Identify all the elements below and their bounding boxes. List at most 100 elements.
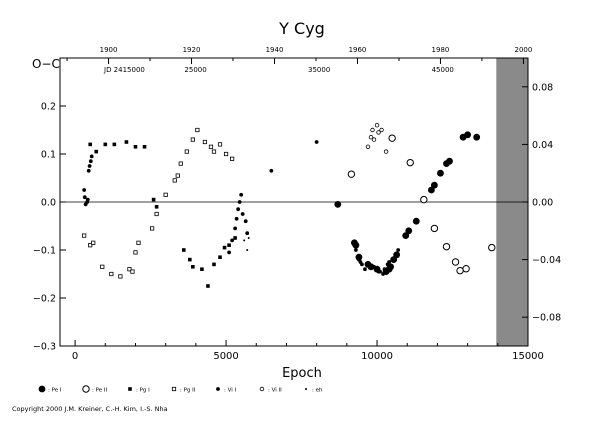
year-tick-label: 2000 [515, 46, 533, 54]
point-pg-ii [230, 156, 235, 161]
data-point-layer [82, 122, 496, 288]
point-pg-ii [88, 243, 93, 248]
point-pg-i [212, 262, 216, 267]
point-pg-ii [208, 144, 214, 149]
point-pg-ii [195, 127, 200, 133]
y-tick-label: 0.0 [41, 198, 56, 209]
tick-label-layer: 0 5000 10000 15000 −0.3 −0.2 −0.1 0.0 0.1 0.2 −0.0… [33, 46, 561, 362]
point-eh [246, 249, 249, 251]
legend-marker [82, 385, 90, 393]
point-vi-i [353, 248, 358, 252]
point-vi-ii [374, 122, 380, 128]
y-tick-label: −0.3 [33, 342, 56, 353]
legend-label: : Pg II [180, 388, 196, 394]
point-pg-ii [217, 142, 223, 147]
point-vi-i [381, 272, 385, 276]
point-pe-ii [406, 158, 414, 167]
point-pg-ii [154, 211, 159, 217]
point-pg-ii [163, 192, 168, 197]
point-pg-ii [82, 233, 87, 238]
point-vi-i [88, 159, 93, 164]
legend: : Pe I: Pe II: Pg I: Pg II: Vi I: Vi II:… [38, 385, 323, 394]
point-pg-i [206, 284, 210, 288]
year-tick-label: 1960 [349, 46, 367, 54]
legend-label: : Vi II [268, 388, 282, 394]
point-vi-ii [376, 130, 381, 135]
point-vi-i [387, 260, 392, 264]
point-pg-i [227, 243, 231, 247]
point-vi-i [240, 212, 245, 216]
point-eh [243, 239, 246, 242]
point-vi-i [87, 164, 92, 168]
point-pg-ii [202, 139, 208, 145]
point-pe-ii [462, 265, 470, 273]
point-pe-ii [442, 242, 451, 251]
point-vi-i [269, 168, 274, 173]
legend-marker [128, 387, 132, 391]
jd-tick-label: 35000 [308, 66, 330, 74]
jd-prefix-label: JD 2415000 [103, 66, 145, 74]
point-vi-ii [365, 144, 371, 149]
point-pe-ii [456, 266, 464, 275]
year-tick-label: 1980 [432, 46, 450, 54]
point-vi-i [86, 168, 91, 173]
point-vi-ii [370, 127, 375, 133]
legend-marker [259, 386, 265, 392]
point-pe-i [334, 201, 342, 208]
point-pg-i [154, 205, 159, 209]
legend-marker [216, 387, 220, 391]
point-pg-ii [91, 240, 96, 245]
point-pg-ii [178, 161, 183, 166]
point-pe-ii [388, 134, 396, 142]
point-vi-i [237, 200, 242, 204]
year-tick-label: 1920 [183, 46, 201, 54]
point-pg-i [200, 267, 204, 271]
point-vi-i [85, 197, 90, 202]
x-axis-label: Epoch [282, 366, 322, 381]
point-vi-i [236, 207, 241, 212]
point-pg-ii [136, 240, 141, 245]
point-vi-i [363, 267, 367, 272]
point-vi-ii [383, 149, 389, 154]
point-pg-ii [223, 151, 229, 157]
legend-label: : Pe I [48, 388, 62, 394]
plot-frame [59, 57, 529, 347]
point-vi-ii [379, 127, 384, 133]
point-pg-i [94, 149, 99, 154]
point-vi-i [89, 154, 94, 159]
y-tick-label: −0.2 [33, 294, 56, 305]
point-vi-ii [371, 137, 377, 142]
point-pg-i [142, 145, 147, 149]
chart-title: Y Cyg [278, 19, 325, 38]
year-tick-label: 1940 [266, 46, 284, 54]
jd-tick-label: 25000 [184, 66, 206, 74]
point-pg-ii [118, 274, 123, 279]
x-tick-label: 15000 [512, 351, 544, 362]
point-vi-ii [368, 134, 374, 140]
point-eh [247, 237, 250, 239]
point-pg-i [181, 248, 186, 252]
point-pg-i [112, 142, 117, 147]
legend-label: : Pg I [136, 388, 150, 394]
point-pg-i [88, 142, 92, 147]
point-pg-ii [175, 173, 180, 178]
point-pg-i [222, 245, 227, 250]
y2-tick-label: 0.04 [532, 140, 553, 151]
y-tick-label: 0.1 [41, 150, 56, 161]
point-pg-i [103, 142, 108, 147]
point-pe-i [405, 227, 413, 235]
point-pg-ii [190, 137, 195, 142]
y-axis-label: O−C [32, 57, 60, 71]
point-pe-ii [347, 170, 356, 178]
point-pe-ii [430, 224, 439, 233]
point-vi-i [227, 250, 231, 255]
point-pe-i [473, 133, 481, 141]
point-vi-i [245, 231, 250, 236]
point-vi-i [82, 188, 87, 192]
y2-tick-label: 0.08 [532, 82, 553, 93]
point-vi-i [230, 238, 235, 243]
point-pe-ii [488, 243, 496, 252]
copyright-text: Copyright 2000 J.M. Kreiner, C.-H. Kim, … [12, 405, 168, 413]
point-pg-i [151, 197, 156, 202]
point-vi-i [366, 262, 370, 267]
